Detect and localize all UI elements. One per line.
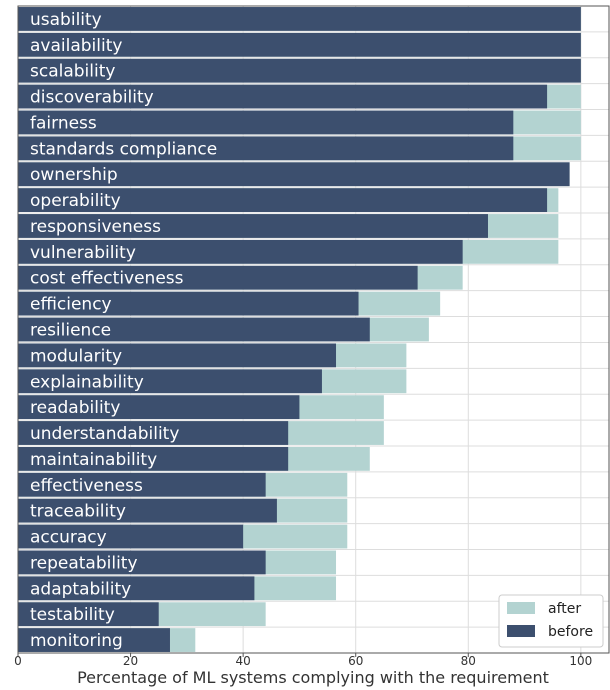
bar-before [18,239,463,264]
category-label: readability [30,398,120,418]
category-label: discoverability [30,88,154,108]
bar-before [18,446,289,471]
bar-before [18,188,548,213]
bar-before [18,291,359,316]
x-tick-label: 20 [123,654,138,668]
bar-before [18,576,255,601]
x-tick-label: 60 [348,654,363,668]
category-label: traceability [30,502,126,522]
category-label: ownership [30,165,118,185]
category-label: usability [30,10,102,30]
x-tick-label: 40 [236,654,251,668]
bar-before [18,524,244,549]
x-tick-label: 0 [14,654,22,668]
plot-frame [17,5,610,654]
x-axis-title: Percentage of ML systems complying with … [77,668,549,687]
category-label: maintainability [30,450,157,470]
category-label: efficiency [30,295,112,315]
bar-before [18,472,266,497]
bar-before [18,84,548,109]
category-label: explainability [30,372,144,392]
category-label: testability [30,605,115,625]
category-label: repeatability [30,553,138,573]
bar-before [18,162,570,187]
bar-before [18,317,370,342]
category-label: scalability [30,62,115,82]
category-label: adaptability [30,579,131,599]
category-label: operability [30,191,121,211]
bar-before [18,628,170,652]
category-label: resilience [30,321,111,341]
bar-before [18,343,337,368]
legend-label-after: after [548,601,581,617]
category-label: fairness [30,113,97,133]
bar-before [18,395,300,420]
x-tick-label: 100 [569,654,592,668]
legend-swatch-before [507,625,535,637]
bar-before [18,369,322,394]
category-label: availability [30,36,122,56]
legend-label-before: before [548,624,593,640]
bar-before [18,602,159,627]
category-label: understandability [30,424,179,444]
bar-before [18,550,266,575]
x-tick-label: 80 [461,654,476,668]
bar-before [18,136,514,161]
category-label: vulnerability [30,243,136,263]
category-label: standards compliance [30,139,217,159]
category-label: responsiveness [30,217,161,237]
bars: usability availability scalability discover… [18,7,581,652]
bar-before [18,265,418,290]
category-label: cost effectiveness [30,269,184,289]
category-label: accuracy [30,528,107,548]
legend-swatch-after [507,602,535,614]
x-ticks: 0 20 40 60 80 100 [14,653,592,668]
category-label: modularity [30,346,122,366]
bar-before [18,421,289,445]
bar-before [18,7,581,31]
bar-before [18,110,514,135]
bar-before [18,498,277,523]
bar-before [18,58,581,83]
bar-before [18,32,581,57]
category-label: monitoring [30,631,123,651]
legend: after before [498,594,604,648]
bar-before [18,214,488,238]
category-label: effectiveness [30,476,143,496]
